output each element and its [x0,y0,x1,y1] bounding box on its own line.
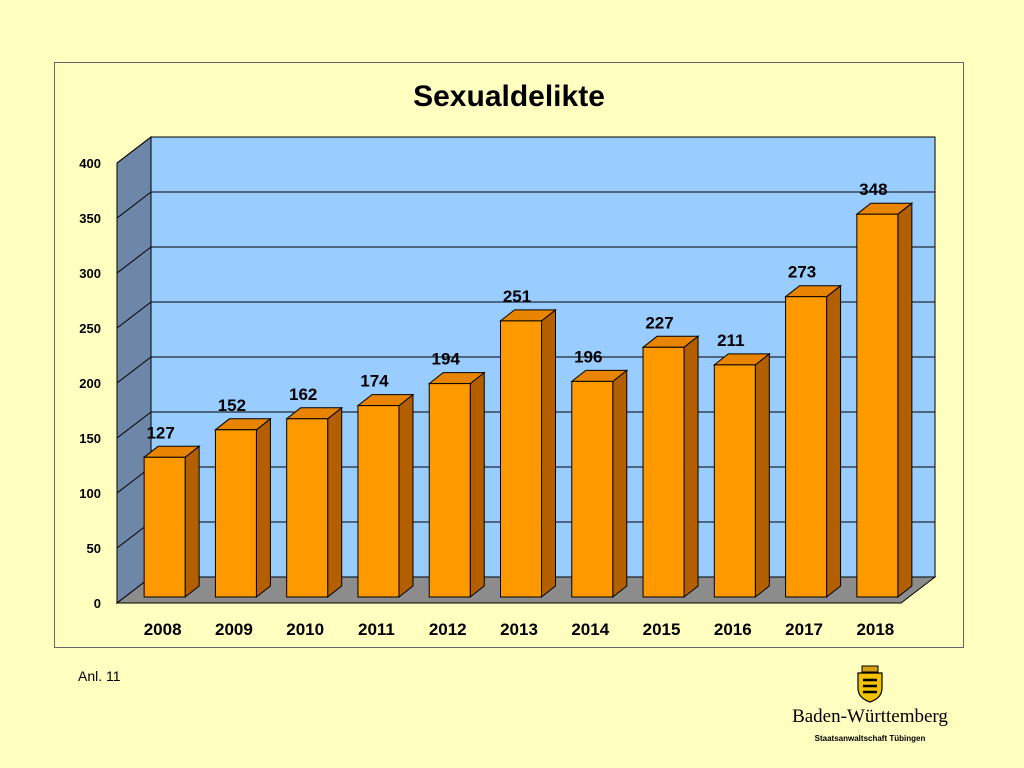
gridline-side [116,246,152,274]
y-tick-label: 50 [87,541,101,556]
y-tick-label: 0 [94,596,101,611]
footnote: Anl. 11 [78,668,121,684]
data-label: 227 [645,313,673,332]
x-tick-label: 2009 [215,620,253,639]
x-tick-label: 2008 [144,620,182,639]
bar-side [541,308,556,599]
data-label: 273 [788,263,816,282]
plot-area: 0 50 100 150 200 250 300 350 400 127 2008 152 2009 16… [79,135,937,639]
bar-side [184,445,200,599]
x-tick-label: 2018 [856,620,894,639]
bar-side [754,352,770,599]
x-tick-label: 2011 [358,620,395,639]
bar-side [398,393,414,599]
gridline-side [116,411,152,439]
bar [785,296,828,598]
gridline-side [116,301,152,329]
x-tick-label: 2010 [286,620,324,639]
y-tick-label: 100 [79,486,101,501]
bar [286,418,329,598]
gridline-side [116,191,152,219]
logo: Baden-Württemberg Staatsanwaltschaft Tüb… [780,664,960,754]
logo-wordmark: Baden-Württemberg [792,706,948,727]
bar [428,383,471,598]
data-label: 348 [859,180,887,199]
bar [713,364,756,598]
x-tick-label: 2014 [571,620,609,639]
bar-side [897,202,913,599]
bar [642,346,685,598]
x-tick-label: 2017 [785,620,823,639]
bar-side [469,371,485,599]
y-tick-label: 400 [79,156,101,171]
bar [571,380,614,598]
bar [357,405,400,598]
data-label: 251 [503,287,531,306]
y-tick-label: 350 [79,211,101,226]
data-label: 127 [146,423,174,442]
chart-frame: Sexualdelikte 0 50 100 150 200 250 300 350 400 12… [54,62,964,648]
gridline-side [116,356,152,384]
logo-subtitle: Staatsanwaltschaft Tübingen [814,734,926,743]
bar-side [255,417,271,599]
bar-side [612,369,628,599]
data-label: 152 [218,396,246,415]
bar-chart: Sexualdelikte 0 50 100 150 200 250 300 350 400 12… [79,80,937,639]
x-tick-label: 2013 [500,620,538,639]
y-tick-label: 150 [79,431,101,446]
data-label: 211 [717,331,744,350]
y-tick-label: 200 [79,376,101,391]
y-tick-label: 300 [79,266,101,281]
bar-side [826,284,842,599]
bar [500,320,542,598]
data-label: 196 [574,347,602,366]
x-tick-label: 2012 [429,620,467,639]
data-label: 174 [360,372,389,391]
chart-title: Sexualdelikte [413,80,605,113]
x-tick-label: 2016 [714,620,752,639]
bar-side [683,335,699,599]
coat-of-arms-icon [857,665,883,703]
data-label: 162 [289,385,317,404]
x-tick-label: 2015 [643,620,681,639]
gridline-side [116,136,152,164]
data-label: 194 [432,350,461,369]
bar [214,429,257,598]
bar [143,456,186,598]
bar-side [327,406,343,599]
bar [856,213,899,598]
y-tick-label: 250 [79,321,101,336]
